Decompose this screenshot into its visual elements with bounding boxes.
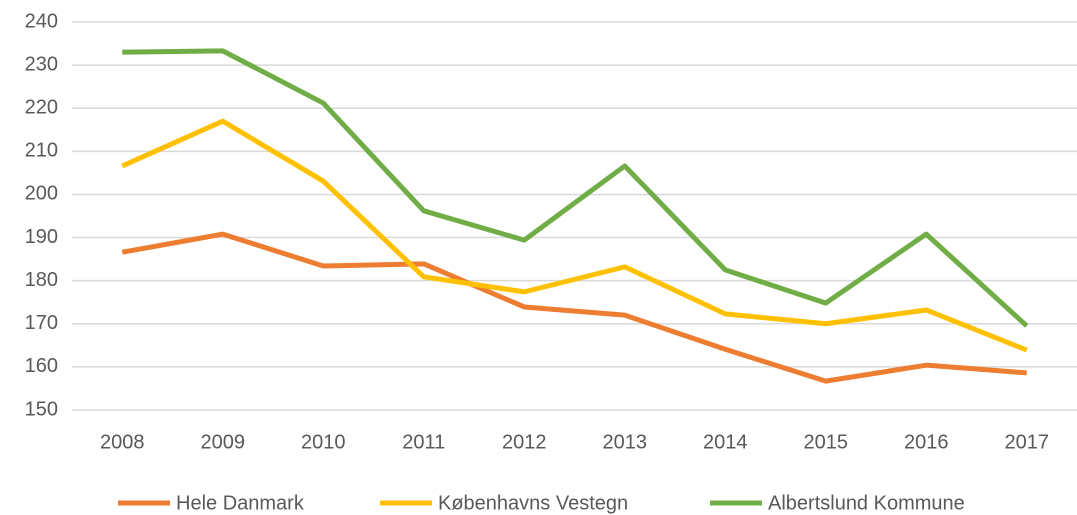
x-tick-label: 2008 — [100, 431, 145, 453]
legend-label: Hele Danmark — [176, 492, 305, 514]
x-tick-label: 2010 — [301, 431, 346, 453]
y-tick-label: 210 — [25, 140, 58, 162]
x-tick-label: 2012 — [502, 431, 547, 453]
x-tick-label: 2013 — [603, 431, 648, 453]
y-tick-label: 240 — [25, 10, 58, 32]
x-tick-label: 2009 — [201, 431, 246, 453]
x-tick-label: 2017 — [1005, 431, 1050, 453]
legend-label: Københavns Vestegn — [438, 492, 628, 514]
x-tick-label: 2011 — [402, 431, 445, 453]
y-tick-label: 170 — [25, 312, 58, 334]
series-line — [122, 48, 1029, 328]
y-tick-label: 150 — [25, 398, 58, 420]
y-tick-label: 180 — [25, 269, 58, 291]
x-tick-label: 2016 — [904, 431, 949, 453]
y-tick-label: 200 — [25, 183, 58, 205]
legend-label: Albertslund Kommune — [768, 492, 965, 514]
series-line — [121, 231, 1027, 384]
x-tick-label: 2014 — [703, 431, 748, 453]
y-tick-label: 190 — [25, 226, 58, 248]
y-tick-label: 230 — [25, 53, 58, 75]
y-tick-label: 220 — [25, 97, 58, 119]
y-tick-label: 160 — [25, 355, 58, 377]
series-line — [121, 118, 1028, 353]
x-tick-label: 2015 — [804, 431, 849, 453]
